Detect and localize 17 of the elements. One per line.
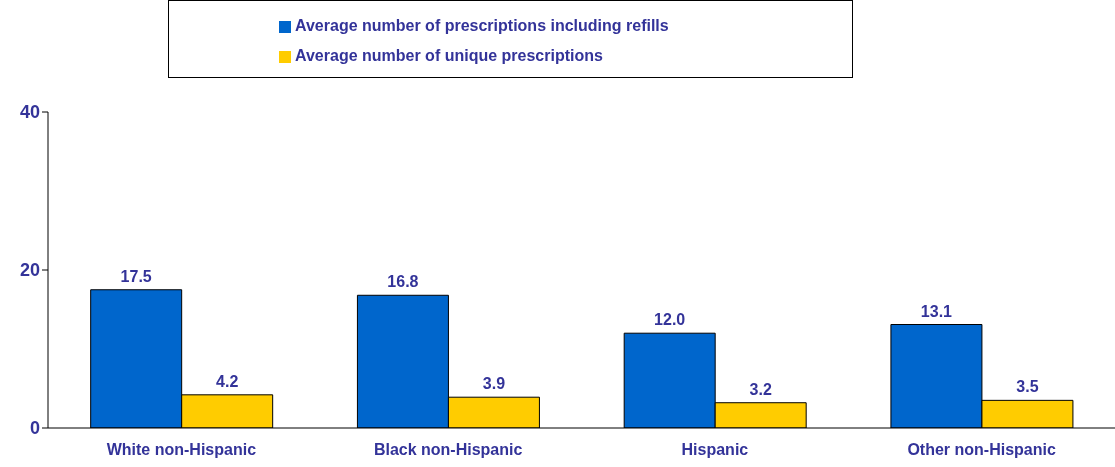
data-label: 12.0 <box>654 311 686 329</box>
x-tick-label: Hispanic <box>681 441 749 459</box>
data-label: 3.9 <box>482 375 506 393</box>
x-tick-label: Other non-Hispanic <box>907 441 1056 459</box>
y-tick-label: 20 <box>19 260 40 281</box>
x-tick-label: Black non-Hispanic <box>373 441 523 459</box>
data-label: 3.2 <box>749 380 772 398</box>
data-label: 3.5 <box>1016 378 1039 396</box>
data-label: 16.8 <box>387 273 419 291</box>
y-tick-label: 40 <box>19 102 40 123</box>
data-label: 4.2 <box>216 372 239 390</box>
x-tick-label: White non-Hispanic <box>106 441 257 459</box>
legend-label: Average number of prescriptions including refills <box>295 17 669 34</box>
y-tick-label: 0 <box>29 418 40 439</box>
legend-label: Average number of unique prescriptions <box>295 47 603 64</box>
data-label: 13.1 <box>920 302 953 320</box>
data-label: 17.5 <box>120 267 152 285</box>
